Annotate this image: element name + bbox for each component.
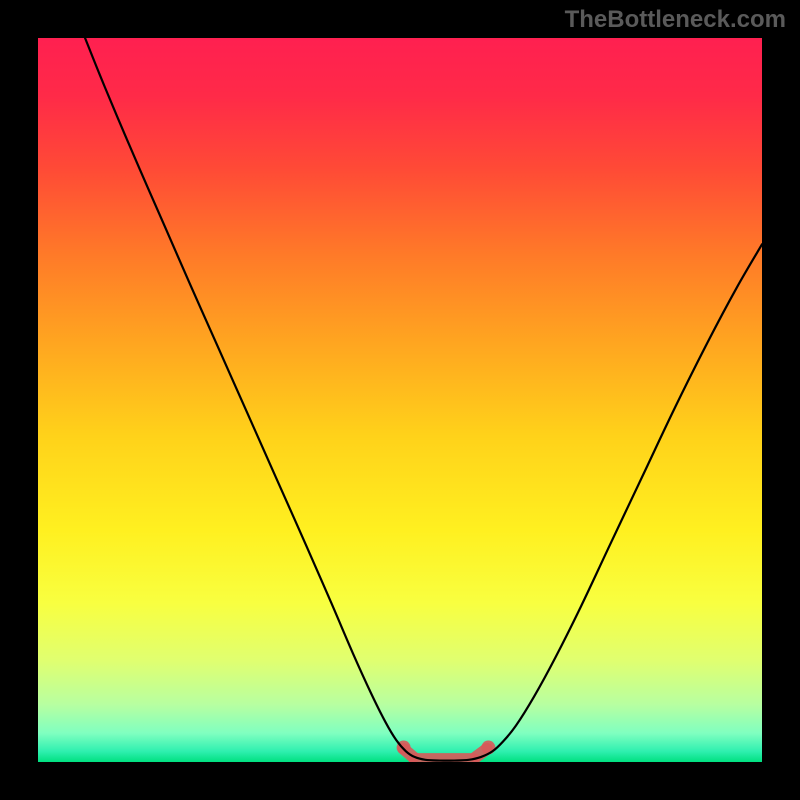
chart-plot-area <box>38 38 762 762</box>
chart-curve-layer <box>38 38 762 762</box>
watermark-text: TheBottleneck.com <box>565 6 786 34</box>
bottleneck-curve <box>85 38 762 761</box>
